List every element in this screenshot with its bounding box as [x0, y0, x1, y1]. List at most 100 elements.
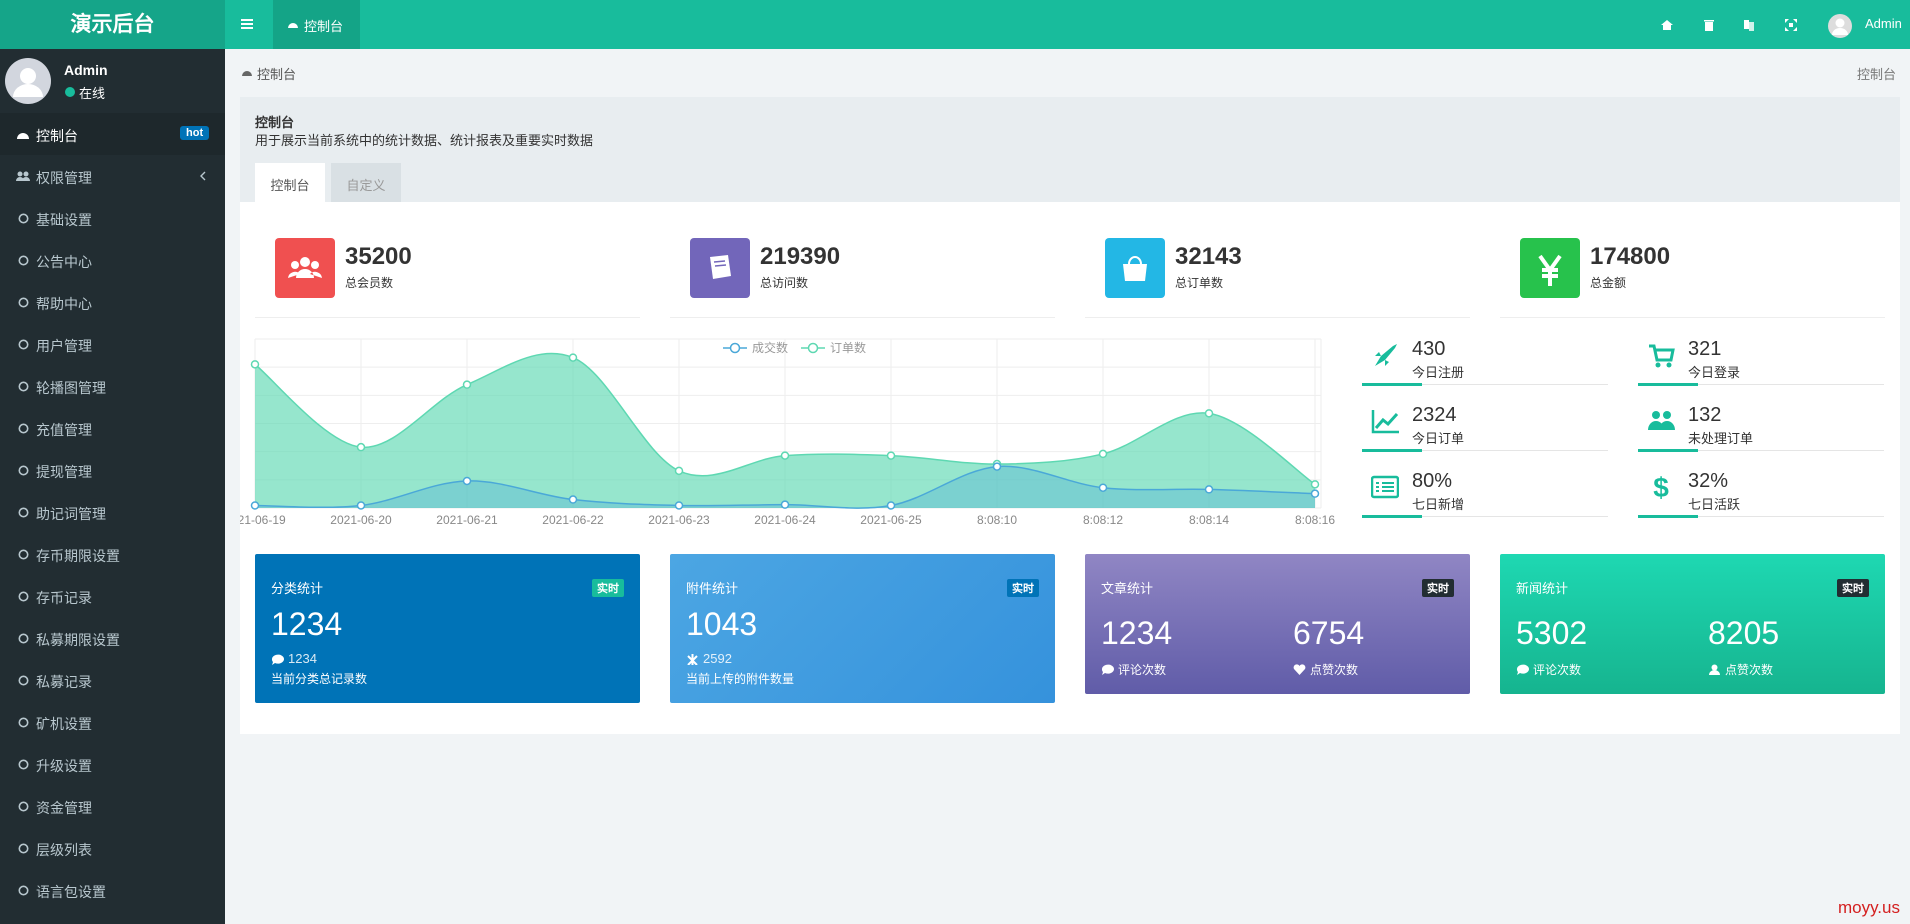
point	[568, 495, 578, 504]
stat-card: 文章统计 实时 1234 评论次数 6754 点赞次数	[1085, 554, 1470, 694]
menu-item[interactable]: 存币记录	[0, 575, 225, 617]
mini-stat-value: 2324	[1412, 404, 1457, 426]
x-tick-label: 8:08:10	[977, 513, 1017, 527]
stat-card: 分类统计 实时 1234 1234 当前分类总记录数	[255, 554, 640, 703]
point	[886, 451, 896, 460]
menu-item[interactable]: 升级设置	[0, 743, 225, 785]
card-icon	[687, 654, 698, 665]
menu-item[interactable]: 用户管理	[0, 323, 225, 365]
point	[1204, 485, 1214, 494]
panel-tab[interactable]: 自定义	[331, 163, 401, 202]
menu-item[interactable]: 私募记录	[0, 659, 225, 701]
chart: 2021-06-19 2021-06-20 2021-06-21 2021-06-22…	[240, 338, 1335, 527]
point	[568, 353, 578, 362]
menu-icon	[18, 255, 29, 266]
menu-item[interactable]: 私募期限设置	[0, 617, 225, 659]
point	[992, 462, 1002, 471]
menu-badge: hot	[180, 126, 210, 140]
menu-label: 层级列表	[36, 842, 92, 858]
menu-item[interactable]: 语言包设置	[0, 869, 225, 911]
mini-stat-bar	[1638, 515, 1698, 518]
menu-label: 轮播图管理	[36, 380, 106, 396]
legend-label: 订单数	[830, 340, 866, 355]
mini-stat-icon	[1371, 410, 1399, 434]
panel-tab[interactable]: 控制台	[255, 163, 325, 202]
top-button[interactable]	[1737, 14, 1761, 36]
point	[674, 501, 684, 510]
mini-stat-icon	[1648, 411, 1675, 430]
card-value: 1234	[1101, 615, 1173, 651]
menu-item[interactable]: 轮播图管理	[0, 365, 225, 407]
mini-stat-rule	[1362, 384, 1608, 385]
svg-text:$: $	[1653, 474, 1669, 502]
x-tick-label: 2021-06-20	[330, 513, 392, 527]
mini-stat-label: 今日登录	[1688, 365, 1741, 380]
mini-stat-value: 132	[1688, 404, 1722, 426]
mini-stat-icon	[1371, 475, 1399, 499]
menu-icon	[18, 717, 29, 728]
menu-item[interactable]: 层级列表	[0, 827, 225, 869]
menu-label: 私募期限设置	[36, 632, 120, 648]
menu-item[interactable]: 控制台 hot	[0, 113, 225, 155]
mini-stat-bar	[1638, 383, 1698, 386]
yen-icon	[1538, 254, 1562, 286]
x-tick-label: 2021-06-25	[860, 513, 922, 527]
top-user[interactable]: Admin	[1865, 16, 1902, 31]
card-title: 文章统计	[1101, 581, 1154, 596]
menu-item[interactable]: 充值管理	[0, 407, 225, 449]
menu-label: 存币期限设置	[36, 548, 120, 564]
menu-icon	[18, 297, 29, 308]
menu-item[interactable]: 提现管理	[0, 449, 225, 491]
card-badge: 实时	[1422, 579, 1454, 597]
menu-item[interactable]: 助记词管理	[0, 491, 225, 533]
stat-label: 总金额	[1590, 276, 1627, 290]
card-icon	[1709, 664, 1720, 675]
card-label: 评论次数	[1118, 663, 1167, 677]
card-label: 点赞次数	[1310, 663, 1359, 677]
stat-card: 新闻统计 实时 5302 评论次数 8205 点赞次数	[1500, 554, 1885, 694]
point	[1098, 483, 1108, 492]
card-label: 点赞次数	[1725, 663, 1774, 677]
menu-icon	[18, 213, 29, 224]
stat-icon	[690, 238, 750, 298]
mini-stat-bar	[1362, 449, 1422, 452]
menu-icon	[18, 549, 29, 560]
mini-stat-value: 321	[1688, 338, 1722, 360]
menu-label: 资金管理	[36, 800, 92, 816]
menu-icon	[17, 133, 29, 139]
x-tick-label: 2021-06-22	[542, 513, 604, 527]
avatar	[5, 58, 51, 104]
top-tab[interactable]: 控制台	[273, 0, 360, 49]
menu-icon	[18, 675, 29, 686]
top-button[interactable]	[1779, 14, 1803, 36]
legend-marker	[807, 342, 819, 354]
point	[780, 500, 790, 509]
menu-item[interactable]: 存币期限设置	[0, 533, 225, 575]
menu-item[interactable]: 帮助中心	[0, 281, 225, 323]
menu-label: 助记词管理	[36, 506, 106, 522]
chevron	[200, 171, 206, 181]
menu-item[interactable]: 资金管理	[0, 785, 225, 827]
stat-label: 总会员数	[345, 276, 394, 290]
x-tick-label: 2021-06-19	[240, 513, 286, 527]
sidebar	[0, 49, 225, 924]
stat-divider	[1500, 317, 1885, 318]
mini-stat-icon	[1375, 344, 1397, 366]
point	[780, 451, 790, 460]
top-button[interactable]	[1655, 14, 1679, 36]
top-button[interactable]	[1697, 14, 1721, 36]
legend-label: 成交数	[752, 340, 788, 355]
watermark: moyy.us	[1837, 898, 1900, 917]
card-value: 6754	[1293, 615, 1365, 651]
stat-value: 35200	[345, 243, 412, 270]
point	[1204, 409, 1214, 418]
mini-stat-rule	[1638, 450, 1884, 451]
menu-item[interactable]: 矿机设置	[0, 701, 225, 743]
stat-divider	[255, 317, 640, 318]
menu-label: 基础设置	[36, 212, 92, 228]
menu-item[interactable]: 公告中心	[0, 239, 225, 281]
menu-item[interactable]: 基础设置	[0, 197, 225, 239]
menu-item[interactable]: 权限管理	[0, 155, 225, 197]
